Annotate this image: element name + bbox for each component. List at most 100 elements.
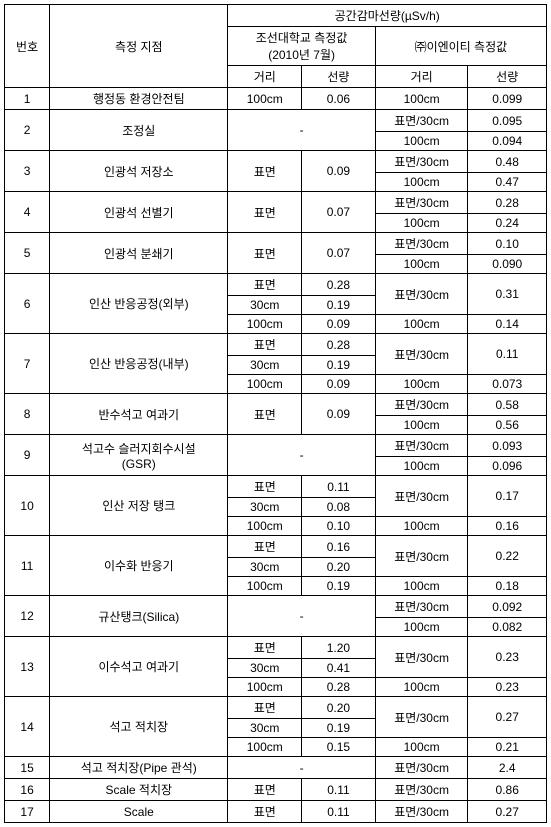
c2-dist: 표면/30cm xyxy=(375,151,468,173)
c2-dose: 0.094 xyxy=(468,132,547,151)
c2-dose: 0.27 xyxy=(468,697,547,738)
row-num: 7 xyxy=(5,334,50,394)
c2-dose: 0.18 xyxy=(468,577,547,596)
c1-dose: 0.19 xyxy=(302,719,376,738)
c1-dist: 30cm xyxy=(228,296,302,315)
c2-dist: 표면/30cm xyxy=(375,394,468,416)
table-row: 11이수화 반응기표면0.16표면/30cm0.22 xyxy=(5,536,547,558)
row-location: 조정실 xyxy=(50,110,228,151)
c2-dose: 0.14 xyxy=(468,315,547,334)
c2-dist: 표면/30cm xyxy=(375,697,468,738)
table-row: 14석고 적치장표면0.20표면/30cm0.27 xyxy=(5,697,547,719)
row-num: 3 xyxy=(5,151,50,192)
c1-dist: 30cm xyxy=(228,719,302,738)
row-num: 9 xyxy=(5,435,50,476)
c1-dist: 30cm xyxy=(228,659,302,678)
table-row: 13이수석고 여과기표면1.20표면/30cm0.23 xyxy=(5,637,547,659)
table-row: 1행정동 환경안전팀100cm0.06100cm0.099 xyxy=(5,88,547,110)
header-dist: 거리 xyxy=(375,66,468,88)
c1-dist: 표면 xyxy=(228,274,302,296)
c1-dose: 1.20 xyxy=(302,637,376,659)
c1-dist: 100cm xyxy=(228,375,302,394)
row-location: 규산탱크(Silica) xyxy=(50,596,228,637)
c1-dose: 0.06 xyxy=(302,88,376,110)
table-row: 9석고수 슬러지회수시설(GSR)-표면/30cm0.093 xyxy=(5,435,547,457)
header-univ-group: 조선대학교 측정값(2010년 7월) xyxy=(228,27,375,66)
c2-dist: 100cm xyxy=(375,678,468,697)
c1-dist: 표면 xyxy=(228,192,302,233)
c1-dist: 30cm xyxy=(228,558,302,577)
header-dist: 거리 xyxy=(228,66,302,88)
c1-dose: 0.28 xyxy=(302,678,376,697)
c2-dist: 표면/30cm xyxy=(375,779,468,801)
header-dose-group: 공간감마선량(µSv/h) xyxy=(228,5,547,27)
row-location: 석고수 슬러지회수시설(GSR) xyxy=(50,435,228,476)
c1-dist: 100cm xyxy=(228,577,302,596)
c1-dose: 0.09 xyxy=(302,151,376,192)
c1-dose: 0.07 xyxy=(302,233,376,274)
c2-dist: 100cm xyxy=(375,132,468,151)
table-row: 4인광석 선별기표면0.07표면/30cm0.28 xyxy=(5,192,547,214)
header-ent-group: ㈜이엔이티 측정값 xyxy=(375,27,546,66)
row-num: 12 xyxy=(5,596,50,637)
row-location: 인광석 선별기 xyxy=(50,192,228,233)
c2-dose: 0.28 xyxy=(468,192,547,214)
c2-dist: 표면/30cm xyxy=(375,801,468,823)
c1-dose: 0.07 xyxy=(302,192,376,233)
row-location: 이수화 반응기 xyxy=(50,536,228,596)
c1-dist: 표면 xyxy=(228,476,302,498)
c2-dist: 100cm xyxy=(375,214,468,233)
c1-dist: 30cm xyxy=(228,356,302,375)
c1-dose: 0.09 xyxy=(302,315,376,334)
c1-dash: - xyxy=(228,435,375,476)
row-location: 반수석고 여과기 xyxy=(50,394,228,435)
c1-dist: 표면 xyxy=(228,697,302,719)
c1-dist: 표면 xyxy=(228,801,302,823)
table-row: 12규산탱크(Silica)-표면/30cm0.092 xyxy=(5,596,547,618)
c2-dist: 표면/30cm xyxy=(375,233,468,255)
c2-dose: 0.093 xyxy=(468,435,547,457)
c2-dose: 0.10 xyxy=(468,233,547,255)
c1-dist: 표면 xyxy=(228,233,302,274)
table-row: 8반수석고 여과기표면0.09표면/30cm0.58 xyxy=(5,394,547,416)
c2-dist: 100cm xyxy=(375,416,468,435)
c2-dose: 0.56 xyxy=(468,416,547,435)
c1-dose: 0.19 xyxy=(302,577,376,596)
c2-dose: 0.24 xyxy=(468,214,547,233)
c1-dose: 0.16 xyxy=(302,536,376,558)
c1-dist: 표면 xyxy=(228,151,302,192)
c2-dose: 0.23 xyxy=(468,678,547,697)
c2-dist: 표면/30cm xyxy=(375,110,468,132)
c2-dist: 100cm xyxy=(375,457,468,476)
c2-dist: 표면/30cm xyxy=(375,476,468,517)
c2-dist: 100cm xyxy=(375,375,468,394)
table-row: 7인산 반응공정(내부)표면0.28표면/30cm0.11 xyxy=(5,334,547,356)
c1-dose: 0.28 xyxy=(302,334,376,356)
gamma-dose-table: 번호 측정 지점 공간감마선량(µSv/h) 조선대학교 측정값(2010년 7… xyxy=(4,4,547,823)
c2-dist: 표면/30cm xyxy=(375,637,468,678)
row-num: 14 xyxy=(5,697,50,757)
table-row: 16Scale 적치장표면0.11표면/30cm0.86 xyxy=(5,779,547,801)
c1-dose: 0.11 xyxy=(302,779,376,801)
c1-dose: 0.10 xyxy=(302,517,376,536)
c2-dose: 0.16 xyxy=(468,517,547,536)
c1-dash: - xyxy=(228,110,375,151)
row-location: 이수석고 여과기 xyxy=(50,637,228,697)
c2-dose: 0.073 xyxy=(468,375,547,394)
c1-dist: 100cm xyxy=(228,517,302,536)
c1-dash: - xyxy=(228,757,375,779)
c1-dist: 100cm xyxy=(228,315,302,334)
c2-dose: 0.092 xyxy=(468,596,547,618)
row-location: 석고 적치장 xyxy=(50,697,228,757)
c1-dist: 30cm xyxy=(228,498,302,517)
c2-dist: 100cm xyxy=(375,173,468,192)
c2-dose: 0.099 xyxy=(468,88,547,110)
row-num: 5 xyxy=(5,233,50,274)
table-row: 17Scale표면0.11표면/30cm0.27 xyxy=(5,801,547,823)
table-row: 3인광석 저장소표면0.09표면/30cm0.48 xyxy=(5,151,547,173)
row-location: Scale 적치장 xyxy=(50,779,228,801)
c2-dose: 0.21 xyxy=(468,738,547,757)
c2-dist: 100cm xyxy=(375,618,468,637)
table-row: 2조정실-표면/30cm0.095 xyxy=(5,110,547,132)
row-location: 인산 저장 탱크 xyxy=(50,476,228,536)
